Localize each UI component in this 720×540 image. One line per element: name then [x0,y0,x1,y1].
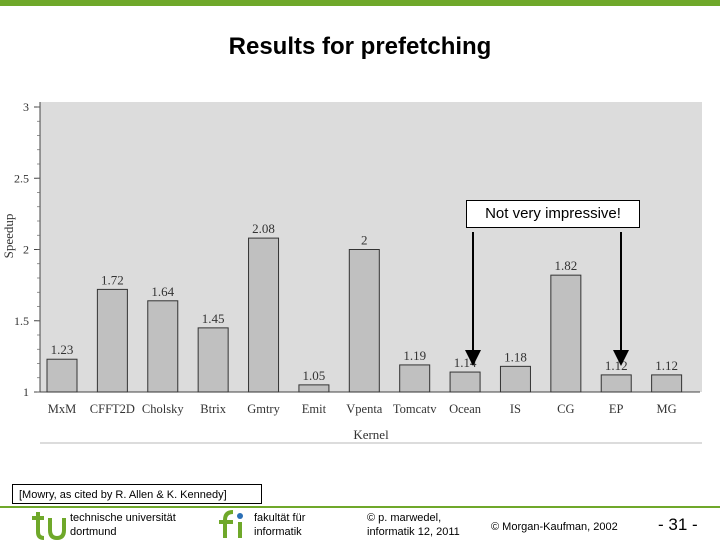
y-tick-label: 2.5 [14,171,29,185]
x-axis-title: Kernel [353,427,389,442]
x-tick-label: IS [510,402,521,416]
footer-rule [0,506,720,508]
top-accent-bar [0,0,720,6]
bar-ep [600,374,632,393]
x-tick-label: CG [557,402,574,416]
data-label: 1.23 [51,342,74,357]
data-label: 1.82 [554,258,577,273]
x-tick-label: Cholsky [142,402,184,416]
x-tick-label: Btrix [200,402,226,416]
bar-cfft2d [96,288,128,393]
y-axis-title: Speedup [1,214,16,259]
data-label: 1.12 [605,358,628,373]
citation-box: [Mowry, as cited by R. Allen & K. Kenned… [12,484,262,504]
data-label: 2.08 [252,221,275,236]
data-label: 1.18 [504,349,527,364]
x-tick-label: Vpenta [346,402,383,416]
y-tick-label: 1.5 [14,314,29,328]
x-tick-label: Gmtry [247,402,280,416]
x-tick-label: MxM [48,402,76,416]
x-axis-area [40,392,702,442]
data-label: 1.05 [303,368,326,383]
x-tick-label: Ocean [449,402,482,416]
bar-emit [298,384,330,393]
x-tick-label: Tomcatv [393,402,437,416]
copyright: © Morgan-Kaufman, 2002 [491,521,618,533]
data-label: 1.12 [655,358,678,373]
bar-is [499,365,531,393]
university-name: technische universität dortmund [70,512,176,538]
chart-svg: 1 1.5 2 2.5 3 1.23 1.72 1.64 1.45 2.08 1.05 2 1.19 1… [1,100,702,445]
data-label: 1.19 [403,348,426,363]
y-tick-label: 3 [23,100,29,114]
bar-tomcatv [399,364,431,393]
bar-ocean [449,371,481,393]
author-info: © p. marwedel, informatik 12, 2011 [367,512,460,538]
x-tick-label: Emit [302,402,327,416]
bar-cg [550,274,582,393]
bar-gmtry [248,237,280,393]
x-tick-labels: MxM CFFT2D Cholsky Btrix Gmtry Emit Vpenta Tomc… [48,402,677,416]
data-label: 1.64 [151,284,174,299]
bar-vpenta [348,249,380,393]
slide-title: Results for prefetching [228,33,492,60]
tu-logo-icon [32,512,66,540]
annotation-box: Not very impressive! [466,200,640,228]
data-label: 2 [361,233,368,248]
bar-mg [651,374,683,393]
bar-btrix [197,327,229,393]
x-tick-label: MG [657,402,677,416]
y-tick-label: 2 [23,243,29,257]
y-tick-label: 1 [23,385,29,399]
bar-cholsky [147,300,179,393]
data-label: 1.45 [202,311,225,326]
speedup-chart: 1 1.5 2 2.5 3 1.23 1.72 1.64 1.45 2.08 1.05 2 1.19 1… [0,96,705,445]
y-ticks: 1 1.5 2 2.5 3 [14,100,40,399]
data-label: 1.72 [101,272,124,287]
fi-logo-icon [219,510,243,538]
x-tick-label: EP [609,402,624,416]
faculty-name: fakultät für informatik [254,512,306,538]
page-number: - 31 - [658,515,698,534]
x-tick-label: CFFT2D [90,402,135,416]
bar-mxm [46,358,78,393]
